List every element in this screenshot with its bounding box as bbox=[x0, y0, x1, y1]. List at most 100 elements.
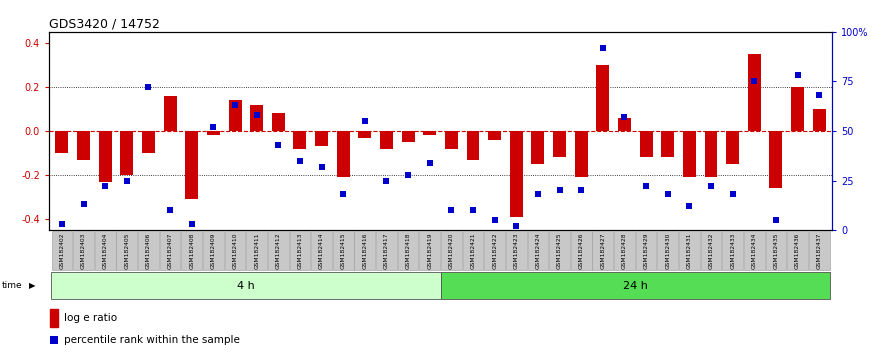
Bar bbox=[120, 131, 134, 175]
Bar bbox=[596, 65, 610, 131]
Point bbox=[77, 201, 91, 207]
FancyBboxPatch shape bbox=[117, 231, 137, 270]
Point bbox=[120, 178, 134, 183]
FancyBboxPatch shape bbox=[354, 231, 376, 270]
Text: GSM182416: GSM182416 bbox=[362, 232, 368, 269]
Text: GSM182434: GSM182434 bbox=[752, 232, 756, 269]
Bar bbox=[142, 131, 155, 153]
Bar bbox=[55, 131, 69, 153]
Point bbox=[293, 158, 307, 164]
Point bbox=[163, 207, 177, 213]
FancyBboxPatch shape bbox=[614, 231, 635, 270]
FancyBboxPatch shape bbox=[203, 231, 223, 270]
FancyBboxPatch shape bbox=[52, 231, 72, 270]
FancyBboxPatch shape bbox=[312, 231, 332, 270]
Bar bbox=[229, 100, 241, 131]
FancyBboxPatch shape bbox=[679, 231, 700, 270]
FancyBboxPatch shape bbox=[441, 272, 830, 299]
FancyBboxPatch shape bbox=[787, 231, 808, 270]
Point bbox=[401, 172, 416, 177]
Text: GSM182433: GSM182433 bbox=[730, 232, 735, 269]
FancyBboxPatch shape bbox=[528, 231, 548, 270]
Point bbox=[790, 73, 805, 78]
Point bbox=[660, 192, 675, 197]
Point bbox=[444, 207, 458, 213]
FancyBboxPatch shape bbox=[398, 231, 418, 270]
Point bbox=[249, 112, 263, 118]
Point bbox=[618, 114, 632, 120]
Point bbox=[465, 207, 480, 213]
Text: GSM182429: GSM182429 bbox=[643, 232, 649, 269]
Text: GSM182402: GSM182402 bbox=[60, 232, 64, 269]
Point bbox=[747, 79, 761, 84]
Text: GDS3420 / 14752: GDS3420 / 14752 bbox=[49, 18, 160, 31]
Text: GSM182403: GSM182403 bbox=[81, 232, 86, 269]
Point bbox=[488, 217, 502, 223]
Bar bbox=[164, 96, 176, 131]
Text: GSM182421: GSM182421 bbox=[471, 232, 475, 269]
FancyBboxPatch shape bbox=[593, 231, 613, 270]
Point bbox=[379, 178, 393, 183]
FancyBboxPatch shape bbox=[138, 231, 158, 270]
Point bbox=[142, 85, 156, 90]
Bar bbox=[401, 131, 415, 142]
Text: GSM182410: GSM182410 bbox=[232, 232, 238, 269]
Point bbox=[769, 217, 783, 223]
Text: GSM182406: GSM182406 bbox=[146, 232, 151, 269]
Point bbox=[98, 184, 112, 189]
FancyBboxPatch shape bbox=[700, 231, 722, 270]
Bar bbox=[336, 131, 350, 177]
Text: GSM182417: GSM182417 bbox=[384, 232, 389, 269]
Text: GSM182420: GSM182420 bbox=[449, 232, 454, 269]
Point bbox=[595, 45, 610, 51]
FancyBboxPatch shape bbox=[419, 231, 441, 270]
Bar bbox=[575, 131, 587, 177]
Bar bbox=[271, 113, 285, 131]
FancyBboxPatch shape bbox=[744, 231, 765, 270]
Bar bbox=[466, 131, 480, 160]
Bar bbox=[50, 309, 59, 326]
Text: GSM182425: GSM182425 bbox=[557, 232, 562, 269]
Text: GSM182437: GSM182437 bbox=[817, 232, 821, 269]
Bar bbox=[294, 131, 306, 149]
Text: log e ratio: log e ratio bbox=[64, 313, 117, 323]
FancyBboxPatch shape bbox=[289, 231, 311, 270]
Text: GSM182404: GSM182404 bbox=[102, 232, 108, 269]
Point bbox=[704, 184, 718, 189]
Bar bbox=[250, 104, 263, 131]
Point bbox=[812, 92, 826, 98]
Text: time: time bbox=[2, 281, 22, 290]
FancyBboxPatch shape bbox=[159, 231, 181, 270]
FancyBboxPatch shape bbox=[635, 231, 657, 270]
Point bbox=[509, 223, 523, 229]
Bar bbox=[510, 131, 522, 217]
FancyBboxPatch shape bbox=[376, 231, 397, 270]
Text: GSM182424: GSM182424 bbox=[536, 232, 540, 269]
Bar bbox=[661, 131, 675, 158]
Text: GSM182419: GSM182419 bbox=[427, 232, 433, 269]
Point bbox=[423, 160, 437, 166]
Bar bbox=[185, 131, 198, 199]
Point bbox=[336, 192, 351, 197]
Text: GSM182432: GSM182432 bbox=[708, 232, 714, 269]
Text: GSM182414: GSM182414 bbox=[319, 232, 324, 269]
Text: GSM182418: GSM182418 bbox=[406, 232, 410, 269]
Bar bbox=[705, 131, 717, 177]
Text: GSM182435: GSM182435 bbox=[773, 232, 779, 269]
Bar bbox=[315, 131, 328, 147]
Text: GSM182426: GSM182426 bbox=[578, 232, 584, 269]
Bar bbox=[99, 131, 111, 182]
Text: 24 h: 24 h bbox=[623, 281, 648, 291]
Text: GSM182436: GSM182436 bbox=[795, 232, 800, 269]
Bar bbox=[618, 118, 631, 131]
Bar bbox=[813, 109, 826, 131]
Point bbox=[725, 192, 740, 197]
Point bbox=[206, 124, 221, 130]
Bar bbox=[791, 87, 804, 131]
FancyBboxPatch shape bbox=[247, 231, 267, 270]
FancyBboxPatch shape bbox=[463, 231, 483, 270]
Bar bbox=[445, 131, 457, 149]
Bar bbox=[640, 131, 652, 158]
FancyBboxPatch shape bbox=[333, 231, 353, 270]
FancyBboxPatch shape bbox=[549, 231, 570, 270]
